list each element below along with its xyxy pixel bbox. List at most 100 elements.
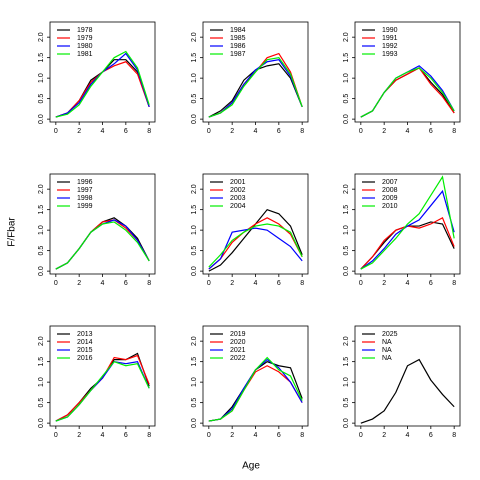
x-tick-label: 2 xyxy=(77,432,81,439)
x-tick-label: 4 xyxy=(254,280,258,287)
y-tick-label: 0.5 xyxy=(343,94,350,104)
x-tick-label: 8 xyxy=(147,128,151,135)
x-tick-label: 8 xyxy=(452,280,456,287)
legend-label: 2003 xyxy=(230,195,246,202)
legend-label: 2016 xyxy=(77,355,93,362)
legend-label: 1978 xyxy=(77,27,93,34)
legend-label: 2008 xyxy=(382,187,398,194)
y-tick-label: 0.0 xyxy=(191,418,198,428)
x-tick-label: 0 xyxy=(207,128,211,135)
y-tick-label: 1.0 xyxy=(191,73,198,83)
y-tick-label: 0.0 xyxy=(38,114,45,124)
y-tick-label: 1.5 xyxy=(191,53,198,63)
legend-label: 1980 xyxy=(77,43,93,50)
series-line xyxy=(55,59,150,118)
y-tick-label: 0.0 xyxy=(38,418,45,428)
x-tick-label: 0 xyxy=(207,432,211,439)
plot-frame xyxy=(354,325,461,427)
series-line xyxy=(208,52,303,118)
series-line xyxy=(208,217,303,270)
y-tick-label: 1.5 xyxy=(343,357,350,367)
x-tick-label: 2 xyxy=(382,280,386,287)
series-line xyxy=(208,358,303,422)
y-tick-label: 0.5 xyxy=(343,398,350,408)
x-tick-label: 4 xyxy=(406,280,410,287)
series-line xyxy=(208,356,303,422)
legend-label: 1990 xyxy=(382,27,398,34)
x-tick-label: 8 xyxy=(300,432,304,439)
y-tick-label: 1.5 xyxy=(38,205,45,215)
x-axis-label: Age xyxy=(242,461,260,472)
legend-label: 2009 xyxy=(382,195,398,202)
x-tick-label: 8 xyxy=(147,280,151,287)
x-tick-label: 6 xyxy=(277,128,281,135)
x-tick-label: 6 xyxy=(277,432,281,439)
legend-label: 1993 xyxy=(382,51,398,58)
legend-label: NA xyxy=(382,339,392,346)
legend-label: 2019 xyxy=(230,331,246,338)
y-tick-label: 0.5 xyxy=(343,246,350,256)
x-tick-label: 8 xyxy=(452,128,456,135)
legend-label: 1986 xyxy=(230,43,246,50)
x-tick-label: 6 xyxy=(429,280,433,287)
y-tick-label: 1.5 xyxy=(191,357,198,367)
y-tick-label: 0.5 xyxy=(191,94,198,104)
series-line xyxy=(55,217,150,270)
x-tick-label: 6 xyxy=(429,432,433,439)
y-tick-label: 0.0 xyxy=(191,114,198,124)
legend-label: 2015 xyxy=(77,347,93,354)
y-tick-label: 1.5 xyxy=(191,205,198,215)
series-line xyxy=(208,208,303,272)
x-tick-label: 8 xyxy=(300,280,304,287)
x-tick-label: 6 xyxy=(277,280,281,287)
legend-label: 1991 xyxy=(382,35,398,42)
x-tick-label: 2 xyxy=(382,128,386,135)
legend-label: 1999 xyxy=(77,203,93,210)
legend-label: 2001 xyxy=(230,179,246,186)
y-tick-label: 2.0 xyxy=(38,184,45,194)
x-tick-label: 8 xyxy=(300,128,304,135)
legend-label: 2004 xyxy=(230,203,246,210)
legend-label: NA xyxy=(382,355,392,362)
legend-label: 2002 xyxy=(230,187,246,194)
y-tick-label: 2.0 xyxy=(343,184,350,194)
x-tick-label: 2 xyxy=(77,128,81,135)
series-line xyxy=(55,360,150,422)
x-tick-label: 0 xyxy=(359,432,363,439)
x-tick-label: 8 xyxy=(452,432,456,439)
plot-frame xyxy=(202,325,309,427)
x-tick-label: 4 xyxy=(254,128,258,135)
y-tick-label: 0.5 xyxy=(191,246,198,256)
series-line xyxy=(55,221,150,270)
series-line xyxy=(360,67,455,118)
x-tick-label: 2 xyxy=(382,432,386,439)
series-line xyxy=(55,219,150,270)
y-tick-label: 2.0 xyxy=(343,32,350,42)
series-line xyxy=(360,67,455,118)
x-tick-label: 2 xyxy=(230,432,234,439)
y-tick-label: 1.5 xyxy=(343,205,350,215)
y-tick-label: 0.0 xyxy=(191,266,198,276)
series-line xyxy=(360,189,455,270)
y-tick-label: 1.0 xyxy=(343,225,350,235)
y-tick-label: 1.0 xyxy=(191,377,198,387)
y-axis-label: F/Fbar xyxy=(7,217,18,247)
y-tick-label: 0.5 xyxy=(38,246,45,256)
y-tick-label: 0.5 xyxy=(38,398,45,408)
x-tick-label: 8 xyxy=(147,432,151,439)
x-tick-label: 0 xyxy=(359,280,363,287)
y-tick-label: 2.0 xyxy=(38,32,45,42)
series-line xyxy=(55,219,150,270)
x-tick-label: 4 xyxy=(101,280,105,287)
y-tick-label: 0.5 xyxy=(38,94,45,104)
y-tick-label: 1.0 xyxy=(191,225,198,235)
series-line xyxy=(208,57,303,118)
y-tick-label: 0.5 xyxy=(191,398,198,408)
x-tick-label: 2 xyxy=(230,128,234,135)
x-tick-label: 6 xyxy=(124,128,128,135)
y-tick-label: 2.0 xyxy=(191,184,198,194)
x-tick-label: 4 xyxy=(101,432,105,439)
series-line xyxy=(360,175,455,270)
